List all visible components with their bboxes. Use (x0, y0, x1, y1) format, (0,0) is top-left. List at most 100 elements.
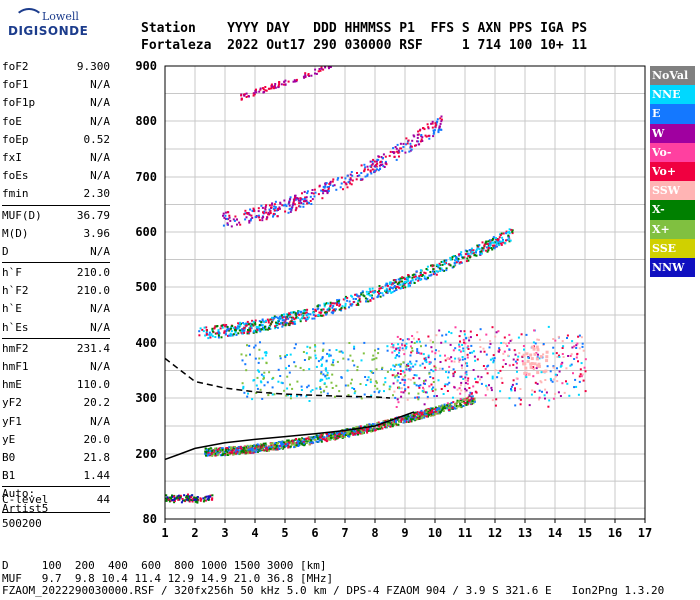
echo-point (245, 448, 248, 451)
echo-point (426, 413, 429, 416)
echo-point (235, 328, 238, 330)
echo-point (366, 165, 369, 168)
echo-point (389, 422, 392, 425)
echo-point (226, 217, 229, 220)
echo-point (396, 398, 399, 401)
echo-point (469, 256, 471, 259)
echo-point (246, 395, 249, 398)
echo-point (228, 334, 231, 337)
echo-point (435, 270, 438, 273)
echo-point (399, 369, 402, 372)
echo-point (291, 321, 294, 323)
echo-point (329, 438, 332, 441)
echo-point (351, 387, 354, 389)
echo-point (298, 313, 301, 316)
echo-point (488, 242, 491, 245)
echo-point (422, 415, 425, 418)
echo-point (461, 401, 463, 403)
echo-point (346, 296, 349, 299)
echo-point (232, 449, 235, 451)
echo-point (356, 369, 359, 372)
echo-point (305, 311, 308, 314)
echo-point (482, 365, 485, 367)
echo-point (545, 350, 549, 354)
echo-point (417, 392, 420, 395)
echo-point (473, 397, 476, 400)
echo-point (481, 241, 484, 244)
echo-point (439, 270, 442, 272)
echo-point (261, 206, 264, 209)
param-row: foF1 N/A (2, 76, 110, 94)
echo-point (212, 453, 215, 456)
echo-point (334, 433, 337, 436)
echo-point (224, 325, 227, 328)
echo-point (420, 134, 423, 136)
echo-point (201, 328, 204, 331)
echo-point (366, 431, 369, 434)
echo-point (320, 440, 323, 443)
echo-point (301, 192, 303, 195)
param-row: h`F 210.0 (2, 264, 110, 282)
echo-point (393, 155, 396, 158)
echo-point (225, 324, 228, 326)
echo-point (317, 434, 320, 437)
echo-point (469, 391, 472, 394)
echo-point (301, 316, 304, 319)
echo-point (552, 365, 555, 368)
echo-point (346, 186, 349, 189)
true-height-profile (164, 411, 415, 461)
echo-point (514, 404, 517, 407)
echo-point (406, 415, 409, 418)
echo-point (522, 345, 525, 347)
echo-point (271, 316, 273, 319)
echo-point (427, 356, 430, 359)
echo-point (484, 394, 487, 397)
echo-point (269, 209, 272, 212)
echo-point (298, 310, 301, 313)
echo-point (326, 374, 329, 377)
echo-point (272, 215, 274, 218)
echo-point (372, 291, 375, 294)
echo-point (218, 450, 221, 452)
x-tick-label: 1 (161, 526, 168, 540)
echo-point (397, 281, 400, 284)
echo-point (253, 444, 256, 447)
echo-point (318, 438, 321, 441)
echo-point (401, 347, 404, 350)
echo-point (263, 210, 266, 213)
echo-point (454, 326, 457, 329)
echo-point (490, 389, 493, 392)
echo-point (256, 443, 259, 446)
echo-point (339, 303, 342, 306)
echo-point (426, 268, 429, 271)
echo-point (253, 329, 256, 332)
echo-point (407, 282, 410, 285)
echo-point (505, 232, 508, 235)
param-row: hmF1 N/A (2, 358, 110, 376)
echo-point (415, 340, 418, 343)
echo-point (319, 435, 322, 438)
echo-point (297, 316, 300, 319)
echo-point (360, 397, 363, 400)
echo-point (386, 284, 389, 287)
echo-point (240, 94, 243, 97)
echo-point (332, 433, 335, 436)
echo-point (285, 394, 288, 397)
echo-point (489, 358, 492, 361)
echo-point (316, 437, 319, 440)
echo-point (370, 172, 373, 175)
echo-point (370, 424, 373, 427)
echo-point (468, 399, 471, 402)
echo-point (533, 329, 536, 332)
echo-point (455, 261, 458, 264)
echo-point (549, 377, 552, 380)
echo-point (318, 304, 321, 307)
param-label: hmE (2, 378, 22, 392)
echo-point (267, 211, 270, 214)
echo-point (258, 324, 261, 326)
echo-point (480, 382, 483, 385)
echo-point (222, 453, 224, 456)
echo-point (374, 290, 377, 293)
echo-point (221, 324, 224, 327)
echo-point (293, 79, 296, 82)
